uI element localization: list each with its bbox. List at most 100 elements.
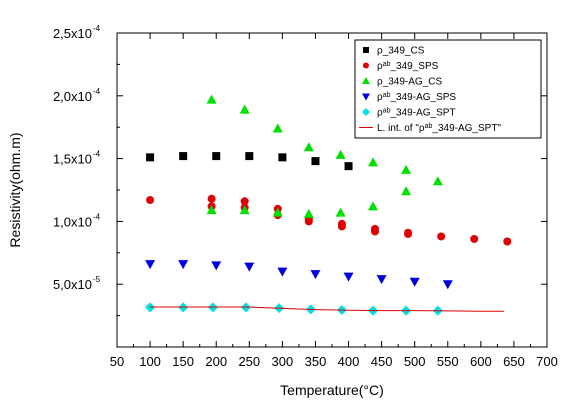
- legend-label-part: ab: [383, 61, 391, 68]
- data-point-series-2: [368, 157, 379, 167]
- data-point-series-1: [304, 217, 313, 226]
- data-point-series-2: [335, 207, 346, 217]
- x-tick-label: 150: [172, 354, 194, 369]
- legend-label-part: ρ: [377, 108, 383, 119]
- y-tick-exponent: -4: [93, 212, 101, 221]
- y-tick-label: 1,0x10: [53, 214, 92, 229]
- legend-label-5: L. int. of "ρab_349-AG_SPT": [377, 123, 501, 135]
- y-tick-exponent: -4: [93, 24, 101, 33]
- legend-label-part: ab: [383, 107, 391, 114]
- x-axis-title: Temperature(°C): [280, 382, 384, 398]
- data-marks: [145, 94, 512, 316]
- x-tick-label: 100: [139, 354, 161, 369]
- x-tick-label: 600: [470, 354, 492, 369]
- data-point-series-2: [239, 205, 250, 215]
- data-point-series-3: [310, 270, 321, 280]
- x-tick-label: 700: [536, 354, 558, 369]
- data-point-series-2: [239, 104, 250, 114]
- data-point-series-2: [303, 142, 314, 152]
- data-point-series-1: [437, 232, 446, 241]
- data-point-series-2: [368, 201, 379, 211]
- data-point-series-1: [207, 194, 216, 203]
- data-point-series-0: [212, 152, 221, 161]
- y-tick-mantissa: 2,0x10: [53, 89, 92, 104]
- data-point-series-2: [272, 207, 283, 217]
- legend-label-part: ρ: [377, 61, 383, 72]
- axis-ticks: [116, 32, 548, 347]
- data-point-series-3: [211, 261, 222, 271]
- legend-label-part: _349-AG_SPS: [390, 92, 457, 103]
- y-tick-mantissa: 2,5x10: [53, 26, 92, 41]
- x-tick-label: 500: [404, 354, 426, 369]
- data-point-series-1: [404, 229, 413, 238]
- data-point-series-3: [376, 275, 387, 285]
- series-line-5: [150, 306, 504, 312]
- legend-label-part: ρ_349_CS: [377, 46, 425, 57]
- y-tick-mantissa: 1,5x10: [53, 152, 92, 167]
- data-point-series-1: [240, 197, 249, 206]
- legend-label-1: ρab_349_SPS: [377, 61, 439, 73]
- x-tick-label: 400: [338, 354, 360, 369]
- data-point-series-3: [178, 260, 189, 270]
- x-tick-label: 550: [437, 354, 459, 369]
- data-point-series-0: [245, 152, 254, 161]
- data-point-series-3: [277, 267, 288, 277]
- legend-swatch-2: [362, 77, 370, 84]
- data-point-series-1: [470, 234, 479, 243]
- data-point-series-2: [206, 205, 217, 215]
- legend-label-part: ab: [383, 92, 391, 99]
- data-point-series-3: [442, 280, 453, 290]
- legend-label-2: ρ_349-AG_CS: [377, 77, 442, 88]
- y-tick-exponent: -4: [93, 150, 101, 159]
- data-point-series-0: [344, 162, 353, 171]
- y-tick-mantissa: 1,0x10: [53, 214, 92, 229]
- legend-label-4: ρab_349-AG_SPT: [377, 107, 456, 119]
- legend-label-part: _349-AG_SPT: [390, 108, 456, 119]
- y-tick-label: 1,5x10: [53, 152, 92, 167]
- legend-label-part: _349-AG_SPT": [431, 123, 501, 134]
- x-tick-label: 50: [110, 354, 124, 369]
- legend-swatch-4: [362, 108, 370, 116]
- legend-swatch-0: [363, 47, 369, 53]
- y-tick-label: 5,0x10: [53, 277, 92, 292]
- x-tick-label: 650: [503, 354, 525, 369]
- data-point-series-3: [343, 272, 354, 282]
- legend-swatch-1: [363, 62, 369, 69]
- x-tick-label: 450: [371, 354, 393, 369]
- data-point-series-1: [337, 222, 346, 231]
- legend-label-part: ρ: [377, 92, 383, 103]
- data-point-series-0: [179, 152, 188, 161]
- data-point-series-2: [206, 94, 217, 104]
- y-tick-label: 2,5x10: [53, 26, 92, 41]
- x-tick-label: 350: [305, 354, 327, 369]
- legend-label-part: ρ_349-AG_CS: [377, 77, 442, 88]
- y-tick-exponent: -5: [93, 275, 101, 284]
- legend-label-part: ab: [425, 123, 433, 130]
- y-tick-labels: 5,0x10 -51,0x10 -41,5x10 -42,0x10 -42,5x10 -4: [53, 24, 101, 292]
- x-tick-label: 250: [238, 354, 260, 369]
- data-point-series-1: [371, 227, 379, 236]
- data-point-series-0: [278, 153, 287, 162]
- data-point-series-2: [432, 176, 443, 186]
- legend-label-0: ρ_349_CS: [377, 46, 425, 57]
- data-point-series-2: [401, 186, 412, 196]
- legend-box: [354, 39, 542, 139]
- data-point-series-3: [244, 262, 255, 272]
- data-point-series-1: [503, 237, 512, 246]
- data-point-series-2: [335, 149, 346, 159]
- data-point-series-1: [146, 196, 155, 205]
- data-point-series-2: [303, 208, 314, 218]
- legend-swatch-3: [362, 93, 370, 101]
- legend-label-part: _349_SPS: [390, 61, 439, 72]
- legend-label-part: L. int. of "ρ: [377, 123, 425, 134]
- y-tick-exponent: -4: [93, 87, 101, 96]
- y-tick-mantissa: 5,0x10: [53, 277, 92, 292]
- data-point-series-2: [272, 123, 283, 133]
- x-tick-labels: 50 100 150 200 250 300 350 400 450 500 550 600 650 70…: [110, 354, 558, 369]
- y-tick-label: 2,0x10: [53, 89, 92, 104]
- data-point-series-3: [145, 260, 156, 270]
- x-tick-label: 200: [205, 354, 227, 369]
- data-point-series-2: [401, 164, 412, 174]
- data-point-series-3: [409, 277, 420, 287]
- data-point-series-0: [311, 157, 320, 166]
